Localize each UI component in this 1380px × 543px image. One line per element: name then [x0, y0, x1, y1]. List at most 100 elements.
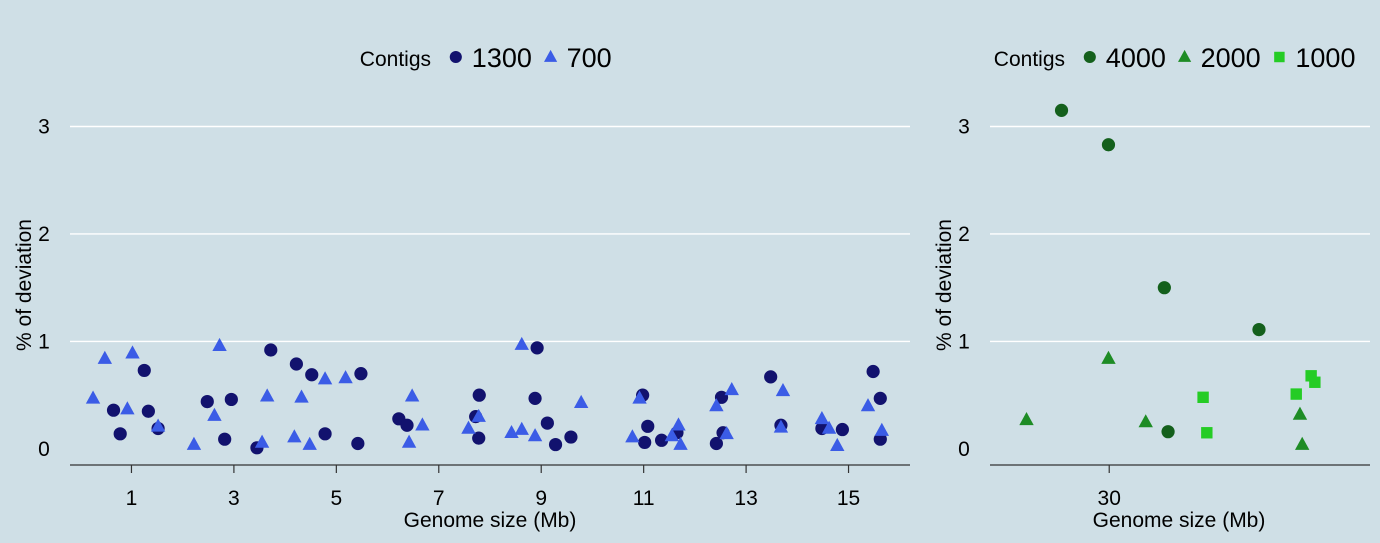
left-point-700 — [302, 436, 317, 450]
right-point-1000 — [1197, 391, 1209, 403]
left-x-tick-label: 5 — [330, 487, 342, 510]
left-point-700 — [259, 388, 275, 402]
right-x-ticks: 30 — [1098, 465, 1121, 510]
right-y-tick-label: 0 — [958, 438, 970, 461]
right-legend-label-4000: 4000 — [1106, 43, 1166, 73]
left-point-1300 — [866, 364, 880, 379]
right-point-2000 — [1019, 412, 1034, 426]
left-point-1300 — [106, 403, 121, 417]
left-legend-marker-1300 — [449, 50, 462, 64]
right-x-tick-label: 30 — [1098, 487, 1121, 510]
left-x-tick-label: 7 — [433, 487, 445, 510]
right-x-axis-label: Genome size (Mb) — [1093, 509, 1266, 532]
left-point-1300 — [835, 422, 849, 437]
left-x-tick-label: 11 — [633, 487, 655, 510]
left-point-1300 — [638, 435, 652, 450]
right-y-tick-label: 3 — [958, 115, 970, 138]
left-point-700 — [632, 390, 647, 404]
right-point-1000 — [1201, 427, 1213, 439]
left-point-1300 — [714, 390, 729, 404]
left-point-700 — [625, 429, 640, 443]
left-point-1300 — [709, 436, 723, 451]
left-x-tick-label: 15 — [837, 487, 860, 510]
left-y-tick-label: 1 — [38, 330, 50, 353]
right-y-axis-label: % of deviation — [933, 219, 956, 351]
left-point-700 — [830, 437, 845, 451]
left-x-ticks: 1 3 5 7 9 11 13 15 — [126, 465, 860, 510]
left-x-tick-label: 1 — [126, 487, 138, 510]
left-point-700 — [673, 436, 688, 450]
left-point-1300 — [654, 433, 669, 447]
left-point-700 — [207, 407, 222, 421]
left-point-1300 — [873, 391, 887, 405]
left-point-1300 — [564, 430, 578, 444]
left-point-1300 — [264, 343, 278, 357]
left-x-tick-label: 13 — [734, 487, 757, 510]
left-point-700 — [671, 417, 686, 431]
right-point-4000 — [1157, 281, 1171, 295]
left-point-1300 — [472, 388, 486, 402]
right-point-2000 — [1101, 350, 1116, 364]
left-y-axis-label: % of deviation — [13, 219, 36, 351]
left-point-700 — [338, 370, 353, 384]
right-point-4000 — [1252, 322, 1266, 337]
left-y-tick-label: 0 — [38, 438, 50, 461]
right-y-ticks: 0 1 2 3 — [958, 115, 970, 460]
left-point-1300 — [400, 418, 414, 432]
left-point-700 — [874, 422, 890, 436]
left-point-1300 — [528, 391, 542, 405]
left-point-700 — [415, 417, 430, 431]
right-point-1000 — [1305, 370, 1317, 382]
left-point-700 — [287, 429, 302, 443]
left-y-ticks: 0 1 2 3 — [38, 115, 50, 460]
left-point-700 — [709, 398, 724, 412]
left-point-1300 — [873, 432, 887, 446]
right-legend-marker-2000 — [1178, 49, 1192, 62]
left-point-700 — [664, 428, 680, 442]
left-point-1300 — [113, 427, 127, 441]
left-point-700 — [317, 371, 333, 385]
right-point-4000 — [1101, 138, 1116, 152]
left-y-tick-label: 3 — [38, 115, 50, 138]
left-point-1300 — [354, 367, 368, 381]
right-point-1000 — [1309, 376, 1321, 388]
right-marks — [1019, 103, 1321, 450]
left-point-700 — [860, 398, 876, 412]
left-point-1300 — [289, 357, 303, 371]
left-point-700 — [186, 436, 202, 450]
left-marks — [85, 336, 890, 455]
left-point-700 — [821, 420, 837, 434]
right-point-2000 — [1138, 414, 1153, 428]
left-point-700 — [212, 337, 227, 352]
right-legend-title: Contigs — [994, 48, 1065, 71]
left-point-700 — [724, 381, 739, 396]
left-point-1300 — [540, 416, 554, 430]
left-x-tick-label: 3 — [228, 487, 240, 510]
right-point-4000 — [1054, 103, 1069, 117]
left-point-1300 — [641, 419, 655, 433]
right-y-tick-label: 1 — [958, 330, 970, 353]
left-point-700 — [294, 389, 309, 403]
left-x-axis-label: Genome size (Mb) — [404, 509, 577, 532]
left-point-700 — [573, 394, 589, 408]
left-point-1300 — [318, 427, 332, 441]
right-y-tick-label: 2 — [958, 223, 970, 246]
left-point-700 — [125, 345, 140, 359]
left-point-1300 — [137, 363, 151, 378]
left-point-700 — [85, 390, 101, 404]
left-point-1300 — [472, 431, 486, 445]
left-point-700 — [775, 383, 791, 397]
left-legend-marker-700 — [544, 49, 558, 62]
right-legend-marker-4000 — [1083, 50, 1096, 64]
left-point-1300 — [141, 404, 155, 418]
right-point-1000 — [1290, 388, 1302, 400]
right-legend-marker-1000 — [1274, 51, 1285, 63]
left-point-1300 — [530, 341, 544, 355]
right-point-4000 — [1161, 425, 1175, 439]
left-point-1300 — [200, 394, 214, 409]
left-point-700 — [773, 419, 789, 433]
right-point-2000 — [1292, 406, 1308, 420]
